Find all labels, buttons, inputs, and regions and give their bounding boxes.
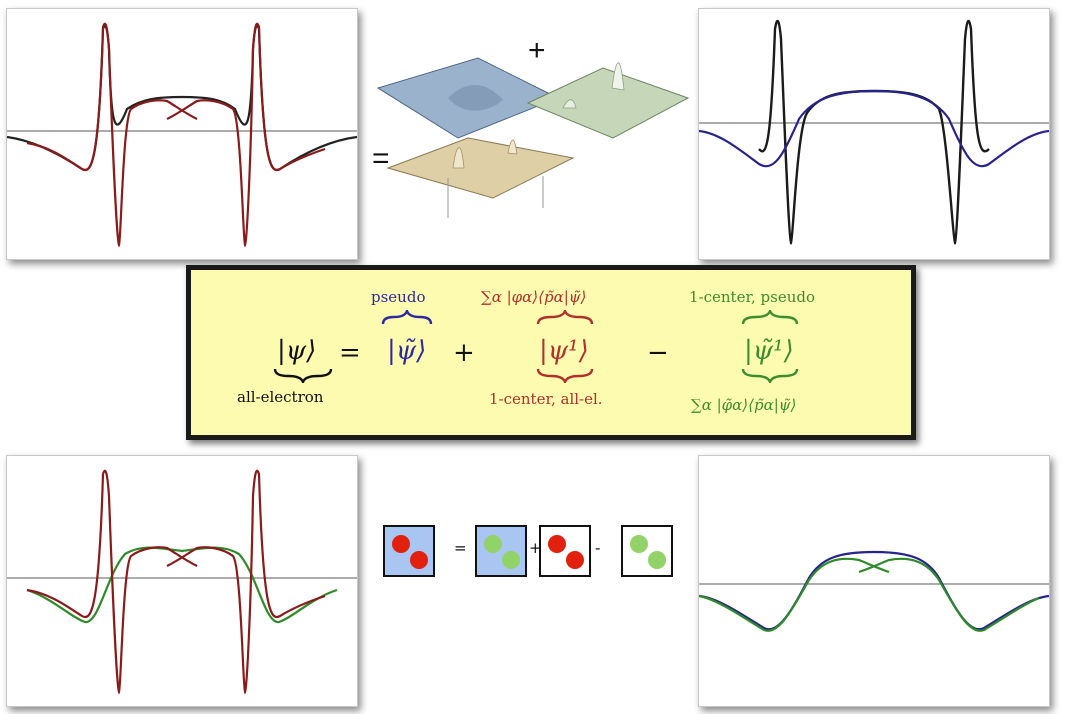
surfaces-plus: + [528, 34, 546, 67]
surface-plots: + = [372, 34, 690, 218]
plot-all-electron-bottom [6, 455, 358, 707]
square-1center-ae [539, 525, 591, 577]
peak-tan-2 [507, 139, 518, 155]
dot-red [410, 551, 428, 569]
eq-lhs: |ψ⟩ [277, 336, 317, 366]
eq-equals: = [339, 338, 361, 368]
equation-box: |ψ⟩ all-electron = pseudo |ψ̃⟩ + ∑α |φα⟩… [186, 265, 916, 440]
plot-pseudo-bottom-svg [699, 550, 1049, 632]
mini-equation: = + - [383, 525, 683, 581]
dot-green [484, 535, 502, 553]
curve-green-bottom-left [699, 557, 890, 632]
plot-pseudo-top-svg [699, 19, 1049, 245]
eq-term1: |ψ̃⟩ [387, 336, 427, 366]
square-pseudo-ps-dots [475, 525, 527, 577]
eq-term2: |ψ¹⟩ [539, 336, 589, 366]
surfaces-equals: = [372, 142, 390, 175]
label-projector-ps: ∑α |φ̃α⟩⟨p̃α|ψ̃⟩ [691, 396, 797, 414]
square-pseudo-ae-dots [383, 525, 435, 577]
dot-green [648, 551, 666, 569]
mini-plus: + [529, 539, 542, 557]
brace-pseudo [381, 310, 433, 325]
curve-pseudo-blue-bottom [699, 550, 1049, 631]
square-1center-ps [621, 525, 673, 577]
peak-tan-1 [452, 147, 465, 169]
dot-red [566, 551, 584, 569]
label-projector-ae: ∑α |φα⟩⟨p̃α|ψ̃⟩ [481, 288, 587, 306]
dot-green [630, 535, 648, 553]
plot-pseudo-top [698, 8, 1050, 260]
brace-lhs [273, 368, 333, 383]
dot-green [502, 551, 520, 569]
surface-pseudo-bump [448, 85, 503, 111]
curve-green-bottom [26, 546, 338, 624]
curve-pseudo-blue [699, 89, 1049, 168]
plot-all-electron-top-svg [7, 22, 357, 248]
mini-minus: - [595, 539, 601, 557]
mini-equals: = [454, 539, 467, 557]
eq-minus: − [647, 338, 669, 368]
curve-green-bottom-right [858, 557, 1040, 632]
plot-pseudo-bottom [698, 455, 1050, 707]
curve-allelectron-top [26, 22, 198, 248]
curve-allelectron-bottom-left [26, 469, 198, 695]
brace-1center-ae-bottom [536, 368, 594, 383]
eq-term3: |ψ̃¹⟩ [744, 336, 794, 366]
dot-red [392, 535, 410, 553]
surface-1center-ae [386, 137, 575, 199]
label-1center-pseudo: 1-center, pseudo [689, 288, 815, 306]
eq-plus: + [453, 338, 475, 368]
plot-all-electron-bottom-svg [7, 469, 357, 695]
label-all-electron: all-electron [237, 388, 324, 406]
plot-all-electron-top [6, 8, 358, 260]
brace-1center-ps-top [741, 310, 799, 325]
surface-1center-ps [526, 67, 690, 139]
peak-green-2 [611, 62, 625, 91]
curve-allelectron-bottom-right [166, 469, 326, 695]
brace-1center-ps-bottom [741, 368, 799, 383]
curve-allelectron-top-right [166, 22, 326, 248]
dot-red [548, 535, 566, 553]
peak-green-1 [562, 99, 577, 109]
curve-black-top [7, 24, 357, 172]
brace-1center-ae-top [536, 310, 594, 325]
label-pseudo: pseudo [371, 288, 426, 306]
label-1center-all-el: 1-center, all-el. [489, 390, 603, 408]
